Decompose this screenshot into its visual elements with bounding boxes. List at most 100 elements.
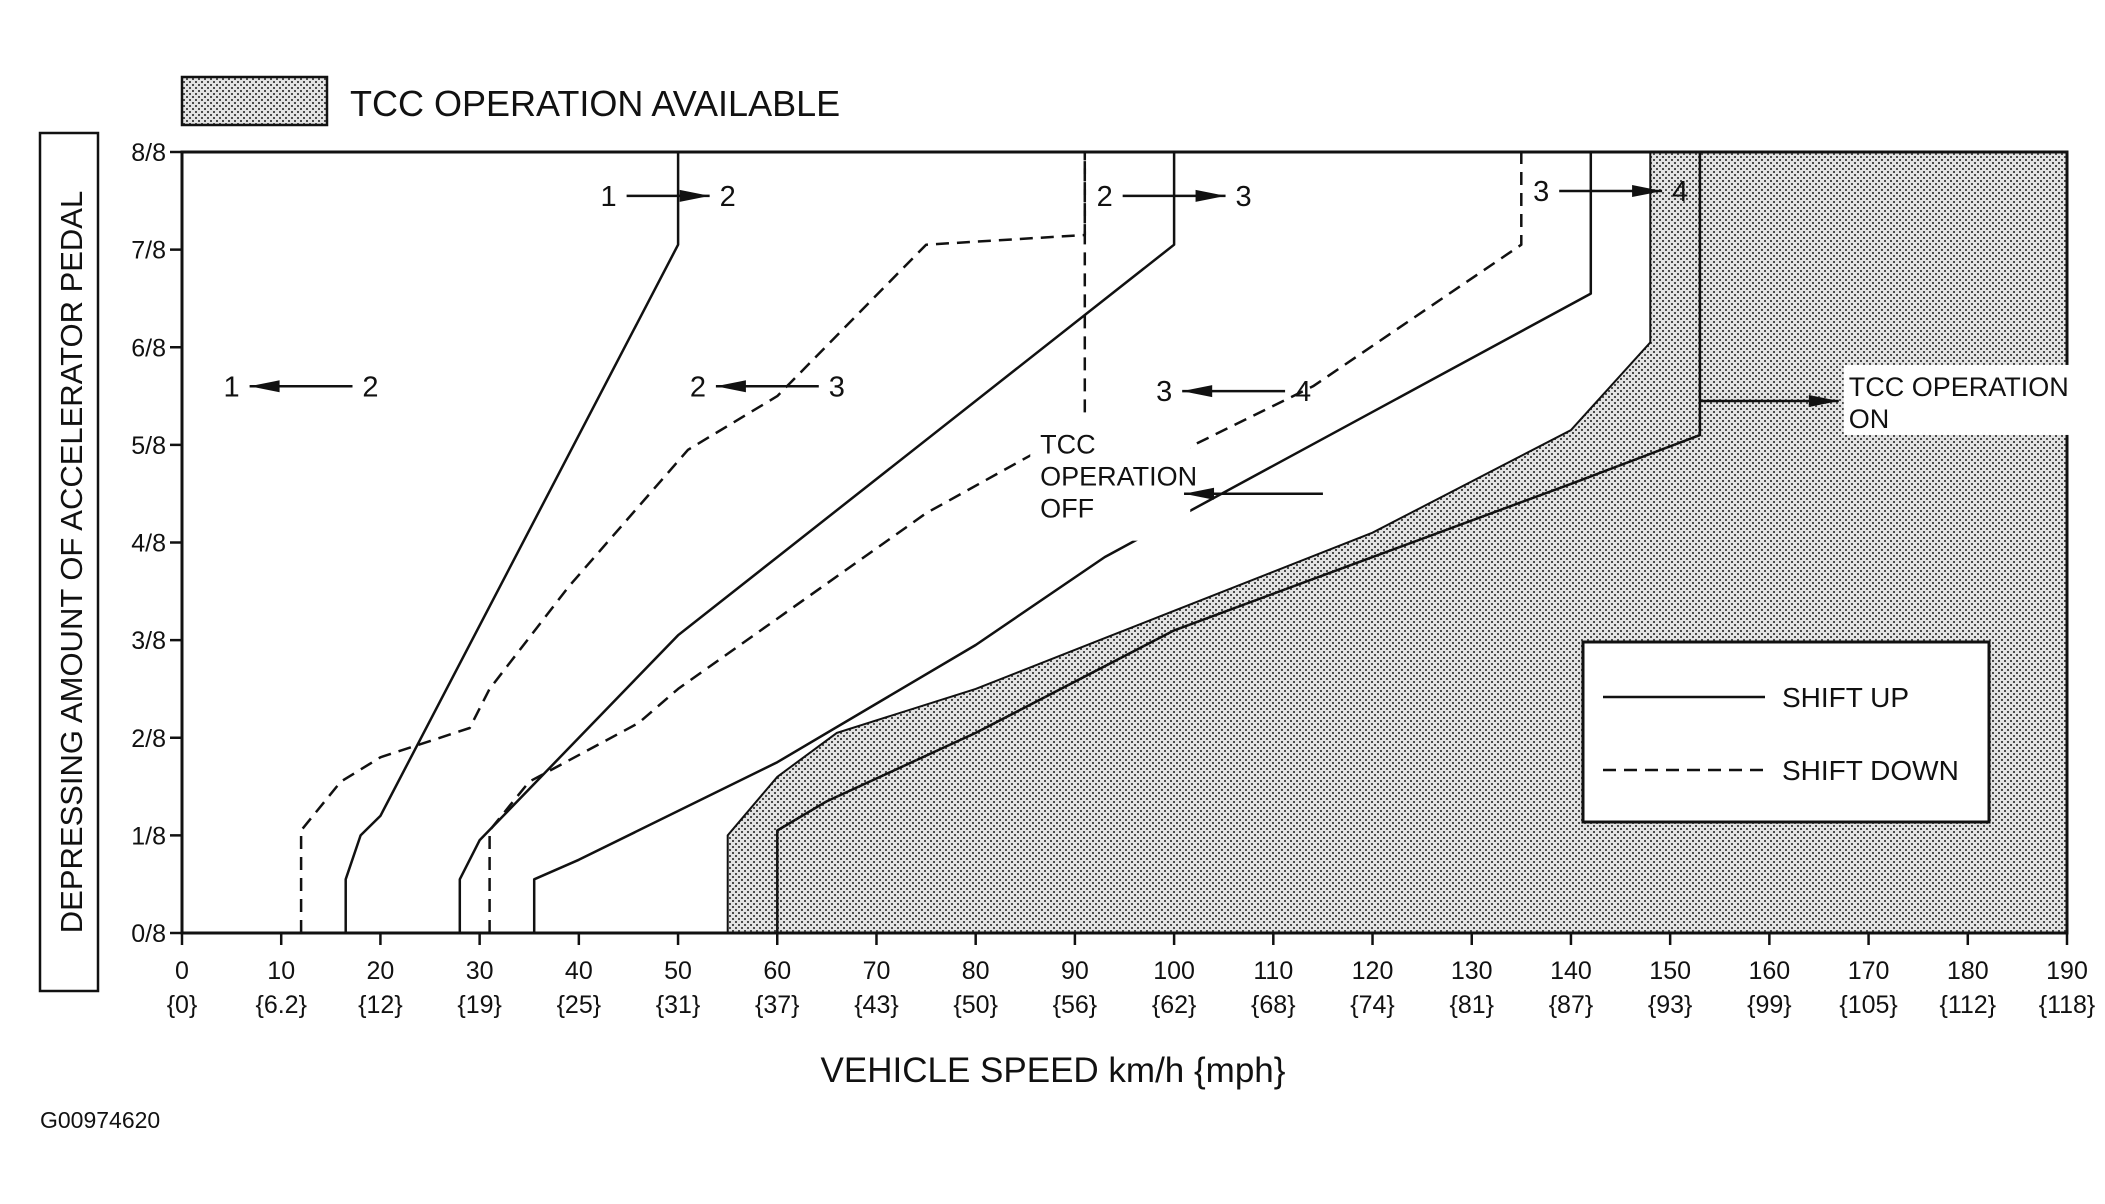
x-tick-label-kmh: 40: [565, 957, 593, 985]
tcc-on-line: TCC OPERATION: [1849, 372, 2069, 402]
tcc-on-arrow: [1699, 394, 1839, 407]
shift-legend-box: [1581, 640, 1991, 824]
gear-arrow: [1182, 385, 1286, 398]
x-tick-label-kmh: 130: [1451, 957, 1493, 985]
shift-up-label: SHIFT UP: [1782, 682, 1909, 713]
x-tick-label-kmh: 180: [1947, 957, 1989, 985]
x-tick-label-mph: {62}: [1152, 991, 1197, 1019]
x-ticks: 0 {0} 10 {6.2} 20 {12} 30 {19} 40 {25} 50 {31} 60 {37…: [167, 933, 2096, 1019]
y-axis-label: DEPRESSING AMOUNT OF ACCELERATOR PEDAL: [54, 191, 89, 933]
gear-to: 3: [1235, 181, 1251, 213]
x-tick-label-kmh: 120: [1352, 957, 1394, 985]
gear-arrow-head: [1195, 189, 1226, 202]
x-tick-label-mph: {105}: [1839, 991, 1897, 1019]
ylabel-box: [38, 131, 100, 993]
x-tick-label-kmh: 30: [466, 957, 494, 985]
x-tick-label-mph: {0}: [167, 991, 198, 1019]
x-tick-label-mph: {112}: [1940, 991, 1997, 1019]
gear-labels: 1 2 2 3 3 421 32 43: [224, 176, 1689, 408]
tcc-off-line: TCC: [1040, 430, 1096, 460]
tcc-off-arrow-head: [1184, 487, 1215, 500]
tcc-on-bg: [1843, 364, 2094, 435]
shift-line-up-1: [344, 152, 680, 933]
gear-arrow: [249, 380, 353, 393]
figure-code: G00974620: [40, 1107, 160, 1133]
y-tick-label: 1/8: [131, 822, 166, 850]
x-tick-label-kmh: 190: [2046, 957, 2088, 985]
shift-line-down-2: [299, 152, 1087, 933]
x-tick-label-mph: {31}: [656, 991, 701, 1019]
x-tick-label-mph: {25}: [557, 991, 602, 1019]
x-tick-label-mph: {43}: [854, 991, 899, 1019]
x-tick-label-kmh: 0: [175, 957, 189, 985]
gear-to: 2: [720, 181, 736, 213]
x-tick-label-mph: {99}: [1747, 991, 1792, 1019]
tcc-available-swatch: [180, 75, 329, 127]
gear-from: 3: [1533, 176, 1549, 208]
gear-arrow: [1122, 189, 1226, 202]
gear-arrow-head: [1182, 385, 1213, 398]
x-tick-label-mph: {12}: [358, 991, 403, 1019]
gear-to: 4: [1672, 176, 1688, 208]
x-tick-label-kmh: 20: [367, 957, 395, 985]
x-tick-label-kmh: 50: [664, 957, 692, 985]
shift-legend: SHIFT UP SHIFT DOWN: [1581, 640, 1991, 824]
shift-line-up-3: [458, 152, 1176, 933]
x-tick-label-kmh: 160: [1749, 957, 1791, 985]
gear-label-2-1: 21: [224, 371, 379, 403]
gear-arrow-head: [1632, 185, 1663, 198]
x-tick-label-mph: {19}: [457, 991, 502, 1019]
y-ticks: 0/8 1/8 2/8 3/8 4/8 5/8 6/8 7/8 8/8: [131, 139, 182, 948]
x-tick-label-mph: {56}: [1053, 991, 1098, 1019]
tcc-on-line: ON: [1849, 404, 1890, 434]
y-tick-label: 7/8: [131, 237, 166, 265]
x-tick-label-kmh: 170: [1848, 957, 1890, 985]
tcc-available-label: TCC OPERATION AVAILABLE: [350, 83, 840, 124]
tcc-off-line: OPERATION: [1040, 462, 1197, 492]
x-tick-label-kmh: 110: [1253, 957, 1293, 985]
x-tick-label-mph: {93}: [1648, 991, 1693, 1019]
gear-label-4-3: 43: [1156, 376, 1311, 408]
shift-line-up-5: [532, 152, 1593, 933]
gear-to: 1: [224, 371, 240, 403]
x-tick-label-kmh: 80: [962, 957, 990, 985]
x-tick-label-mph: {37}: [755, 991, 800, 1019]
x-tick-label-kmh: 150: [1649, 957, 1691, 985]
x-tick-label-kmh: 70: [863, 957, 891, 985]
gear-to: 2: [690, 371, 706, 403]
gear-arrow-head: [715, 380, 746, 393]
y-tick-label: 2/8: [131, 725, 166, 753]
gear-from: 1: [601, 181, 617, 213]
tcc-off-line: OFF: [1040, 494, 1094, 524]
gear-arrow: [1559, 185, 1663, 198]
gear-to: 3: [1156, 376, 1172, 408]
gear-arrow-head: [679, 189, 710, 202]
x-tick-label-kmh: 10: [267, 957, 295, 985]
gear-label-3-2: 32: [690, 371, 845, 403]
y-tick-label: 8/8: [131, 139, 166, 167]
tcc-off-bg: [1030, 418, 1191, 541]
x-tick-label-mph: {118}: [2039, 991, 2096, 1019]
gear-arrow-head: [249, 380, 280, 393]
x-tick-label-kmh: 60: [763, 957, 791, 985]
tcc-off-arrow: [1184, 487, 1323, 500]
gear-from: 2: [1097, 181, 1113, 213]
x-tick-label-mph: {68}: [1251, 991, 1296, 1019]
x-tick-label-kmh: 140: [1550, 957, 1592, 985]
x-tick-label-kmh: 90: [1061, 957, 1089, 985]
x-tick-label-kmh: 100: [1153, 957, 1195, 985]
tcc-on-arrow-head: [1808, 394, 1839, 407]
y-tick-label: 3/8: [131, 627, 166, 655]
y-tick-label: 0/8: [131, 920, 166, 948]
shift-down-label: SHIFT DOWN: [1782, 755, 1959, 786]
gear-from: 3: [829, 371, 845, 403]
x-tick-label-mph: {6.2}: [255, 991, 306, 1019]
x-tick-label-mph: {87}: [1549, 991, 1594, 1019]
y-tick-label: 4/8: [131, 530, 166, 558]
